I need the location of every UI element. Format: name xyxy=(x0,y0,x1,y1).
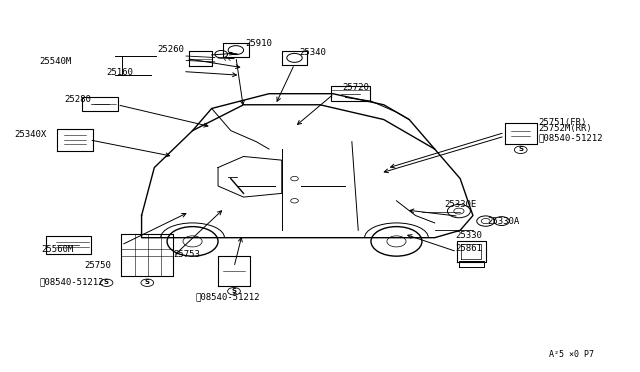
Text: 25260: 25260 xyxy=(157,45,184,54)
Bar xyxy=(332,86,370,102)
Text: S: S xyxy=(518,146,523,152)
Text: Ⓝ08540-51212: Ⓝ08540-51212 xyxy=(539,133,603,142)
Text: 25330A: 25330A xyxy=(487,217,519,226)
Text: 25160: 25160 xyxy=(106,68,133,77)
Bar xyxy=(46,236,91,254)
Text: 25340: 25340 xyxy=(300,48,326,57)
Text: A²5 ×0 P7: A²5 ×0 P7 xyxy=(549,350,594,359)
Text: 25750: 25750 xyxy=(84,261,111,270)
Text: 25753: 25753 xyxy=(173,250,200,259)
Text: S: S xyxy=(145,279,150,285)
Text: 25560M: 25560M xyxy=(41,245,73,254)
Bar xyxy=(83,97,118,111)
Text: 25720: 25720 xyxy=(342,83,369,92)
Text: 25540M: 25540M xyxy=(40,57,72,66)
Text: 25861: 25861 xyxy=(455,244,482,253)
Text: 25330: 25330 xyxy=(455,231,482,240)
Text: Ⓝ08540-51212: Ⓝ08540-51212 xyxy=(196,292,260,301)
Text: 25752M⟨RR⟩: 25752M⟨RR⟩ xyxy=(539,124,592,133)
Text: Ⓝ08540-51212: Ⓝ08540-51212 xyxy=(40,277,104,286)
Text: 25340X: 25340X xyxy=(14,130,46,139)
Text: 25280: 25280 xyxy=(64,95,91,104)
Text: S: S xyxy=(232,288,236,294)
Text: 25751⟨FR⟩: 25751⟨FR⟩ xyxy=(539,118,587,127)
Text: S: S xyxy=(104,279,109,285)
Text: 25910: 25910 xyxy=(246,39,273,48)
Text: 25330E: 25330E xyxy=(444,201,477,209)
